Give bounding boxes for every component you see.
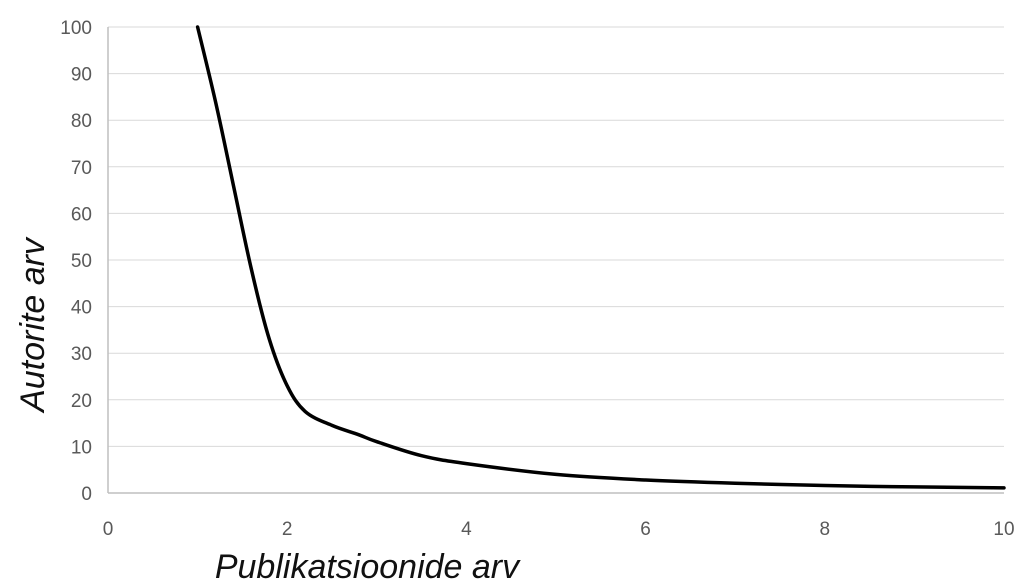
y-tick-label: 60 — [71, 204, 92, 225]
x-tick-label: 2 — [282, 519, 293, 540]
y-tick-label: 70 — [71, 158, 92, 179]
y-tick-label: 80 — [71, 111, 92, 132]
y-tick-label: 40 — [71, 298, 92, 319]
y-tick-label: 50 — [71, 251, 92, 272]
y-tick-label: 10 — [71, 437, 92, 458]
y-axis-title: Autorite arv — [14, 236, 52, 414]
y-tick-label: 30 — [71, 344, 92, 365]
y-tick-label: 20 — [71, 391, 92, 412]
x-axis-ticks: 0 2 4 6 8 10 — [103, 519, 1015, 540]
x-tick-label: 6 — [640, 519, 651, 540]
x-tick-label: 8 — [820, 519, 831, 540]
x-tick-label: 0 — [103, 519, 114, 540]
x-axis-title: Publikatsioonide arv — [215, 548, 521, 586]
series-line — [195, 25, 1006, 490]
y-tick-label: 100 — [60, 18, 92, 39]
y-axis-ticks: 0 10 20 30 40 50 60 70 80 90 100 — [60, 18, 92, 505]
gridlines — [108, 26, 1004, 447]
y-tick-label: 90 — [71, 65, 92, 86]
x-tick-label: 4 — [461, 519, 472, 540]
axes — [107, 27, 1004, 494]
y-tick-label: 0 — [81, 484, 92, 505]
series-group — [195, 25, 1006, 490]
x-tick-label: 10 — [993, 519, 1014, 540]
